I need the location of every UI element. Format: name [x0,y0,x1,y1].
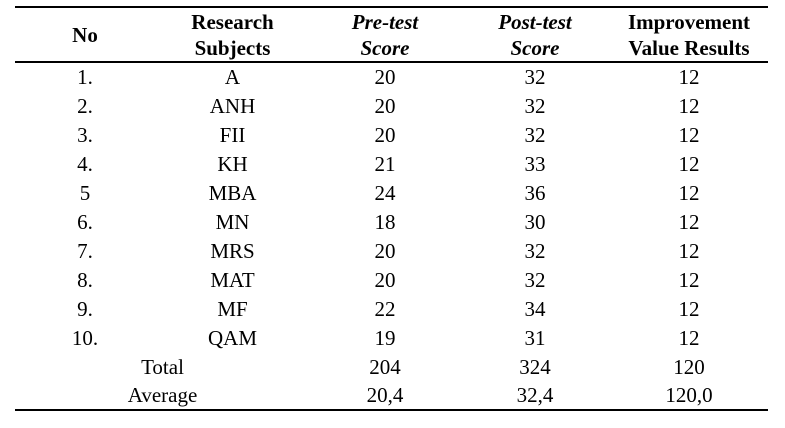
cell-improvement: 12 [678,297,700,321]
cell-subject: ANH [209,94,256,118]
header-cell-no: No [15,7,155,62]
header-label-posttest: Post-test Score [498,9,572,60]
cell-pretest: 20 [374,94,396,118]
cell-posttest: 32 [524,123,546,147]
table-row: 2. ANH 20 32 12 [15,92,768,121]
average-row: Average 20,4 32,4 120,0 [15,381,768,410]
cell-subject: MN [215,210,250,234]
total-row: Total 204 324 120 [15,353,768,381]
total-posttest: 324 [519,355,551,379]
table-row: 3. FII 20 32 12 [15,121,768,150]
cell-no: 6. [77,210,93,234]
cell-posttest: 32 [524,94,546,118]
cell-pretest: 20 [374,123,396,147]
average-label: Average [127,383,198,407]
average-posttest: 32,4 [516,383,554,407]
cell-no: 5 [79,181,91,205]
header-label-pretest: Pre-test Score [351,9,419,60]
table-row: 1. A 20 32 12 [15,62,768,92]
cell-improvement: 12 [678,181,700,205]
cell-no: 2. [77,94,93,118]
table-body: 1. A 20 32 12 2. ANH 20 32 12 3. FII 20 … [15,62,768,410]
cell-no: 1. [77,65,93,89]
table-row: 7. MRS 20 32 12 [15,237,768,266]
header-cell-posttest: Post-test Score [460,7,610,62]
header-label-subjects: Research Subjects [191,9,274,60]
average-improvement: 120,0 [665,383,713,407]
cell-subject: MF [217,297,248,321]
header-cell-pretest: Pre-test Score [310,7,460,62]
cell-improvement: 12 [678,65,700,89]
cell-improvement: 12 [678,152,700,176]
cell-subject: KH [217,152,248,176]
cell-pretest: 20 [374,239,396,263]
cell-posttest: 32 [524,239,546,263]
cell-posttest: 33 [524,152,546,176]
table-row: 9. MF 22 34 12 [15,295,768,324]
cell-posttest: 30 [524,210,546,234]
cell-no: 9. [77,297,93,321]
cell-improvement: 12 [678,210,700,234]
cell-pretest: 22 [374,297,396,321]
average-pretest: 20,4 [366,383,404,407]
cell-pretest: 24 [374,181,396,205]
cell-improvement: 12 [678,268,700,292]
header-row: No Research Subjects Pre-test Score Post… [15,7,768,62]
cell-subject: QAM [207,326,257,350]
cell-posttest: 32 [524,268,546,292]
cell-improvement: 12 [678,239,700,263]
cell-posttest: 31 [524,326,546,350]
total-improvement: 120 [673,355,705,379]
header-cell-improvement: Improvement Value Results [610,7,768,62]
table-header: No Research Subjects Pre-test Score Post… [15,7,768,62]
header-label-no: No [72,22,98,47]
cell-pretest: 21 [374,152,396,176]
cell-subject: A [224,65,241,89]
cell-improvement: 12 [678,94,700,118]
cell-pretest: 20 [374,65,396,89]
cell-subject: MAT [210,268,255,292]
results-table: No Research Subjects Pre-test Score Post… [15,6,768,411]
cell-no: 10. [71,326,99,350]
total-label: Total [141,355,184,379]
cell-pretest: 19 [374,326,396,350]
cell-subject: MRS [210,239,255,263]
cell-posttest: 36 [524,181,546,205]
total-pretest: 204 [369,355,401,379]
cell-improvement: 12 [678,123,700,147]
cell-subject: MBA [208,181,257,205]
header-cell-subjects: Research Subjects [155,7,310,62]
table-row: 5 MBA 24 36 12 [15,179,768,208]
page: No Research Subjects Pre-test Score Post… [0,6,785,428]
cell-no: 8. [77,268,93,292]
cell-no: 7. [77,239,93,263]
cell-improvement: 12 [678,326,700,350]
cell-posttest: 34 [524,297,546,321]
table-row: 6. MN 18 30 12 [15,208,768,237]
cell-posttest: 32 [524,65,546,89]
table-row: 4. KH 21 33 12 [15,150,768,179]
table-row: 8. MAT 20 32 12 [15,266,768,295]
cell-no: 3. [77,123,93,147]
cell-no: 4. [77,152,93,176]
table-row: 10. QAM 19 31 12 [15,324,768,353]
cell-pretest: 18 [374,210,396,234]
header-label-improvement: Improvement Value Results [627,9,751,60]
cell-subject: FII [219,123,246,147]
cell-pretest: 20 [374,268,396,292]
